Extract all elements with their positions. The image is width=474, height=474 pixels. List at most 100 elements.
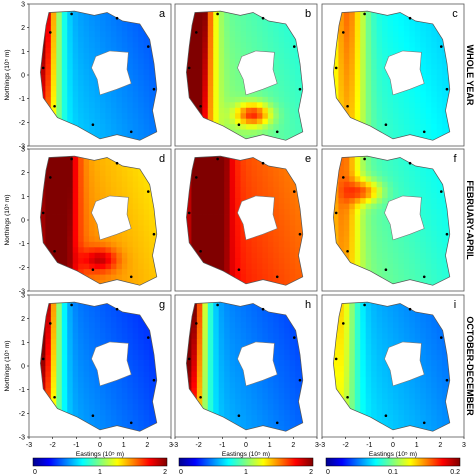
y-tick-label: -3	[19, 144, 25, 151]
station-marker	[53, 104, 56, 108]
lake-hole	[384, 195, 425, 241]
x-tick-label: -2	[50, 442, 56, 449]
y-tick-label: -2	[19, 265, 25, 272]
map-panel-b: b	[174, 3, 318, 147]
station-marker	[363, 12, 366, 16]
country-boundary	[40, 301, 158, 432]
station-marker	[146, 190, 150, 193]
station-marker	[41, 357, 45, 361]
x-tick-label: 1	[415, 442, 419, 449]
station-marker	[261, 16, 265, 20]
map-panel-i: i	[321, 294, 465, 438]
station-marker	[41, 211, 45, 215]
y-axis-label: Northings (10⁵ m)	[4, 194, 11, 245]
x-axis-label: Eastings (10⁵ m)	[76, 451, 124, 458]
x-tick-label: 3	[169, 442, 173, 449]
colorbar: 0 1 2	[32, 457, 168, 474]
lake-hole	[384, 50, 425, 96]
country-boundary	[40, 10, 158, 141]
station-marker	[152, 232, 156, 236]
country-boundary	[333, 155, 451, 286]
station-marker	[292, 336, 296, 339]
station-marker	[70, 157, 73, 161]
station-marker	[115, 161, 119, 165]
station-marker	[292, 45, 296, 48]
map-panel-a: a	[28, 3, 172, 147]
x-tick-label: 0	[244, 442, 248, 449]
lake-hole	[91, 195, 132, 241]
station-marker	[115, 16, 119, 20]
station-marker	[237, 268, 241, 272]
panel-letter: h	[305, 299, 311, 311]
station-marker	[199, 395, 202, 399]
station-marker	[346, 249, 349, 253]
station-marker	[146, 45, 150, 48]
station-marker	[129, 130, 133, 134]
station-marker	[292, 190, 296, 193]
station-marker	[49, 31, 52, 34]
y-tick-label: -2	[19, 120, 25, 127]
y-tick-label: -1	[19, 387, 25, 394]
y-axis-label: Northings (10⁵ m)	[4, 49, 11, 100]
station-marker	[334, 357, 338, 361]
colorbar-tick-label: 2	[309, 469, 313, 474]
y-tick-label: 1	[21, 49, 25, 56]
y-tick-label: -2	[19, 411, 25, 418]
station-marker	[298, 232, 302, 236]
station-marker	[363, 157, 366, 161]
station-marker	[216, 12, 219, 16]
x-tick-label: 2	[438, 442, 442, 449]
colorbar-tick-label: 1	[244, 469, 248, 474]
lake-hole	[237, 50, 278, 96]
country-boundary	[186, 155, 304, 286]
y-tick-label: 2	[21, 25, 25, 32]
x-axis-label: Eastings (10⁵ m)	[222, 451, 270, 458]
station-marker	[129, 421, 133, 425]
panel-letter: c	[452, 8, 458, 20]
station-marker	[298, 87, 302, 91]
station-marker	[216, 157, 219, 161]
station-marker	[439, 336, 443, 339]
colorbar-tick-label: 0	[179, 469, 183, 474]
colorbar-gradient	[32, 457, 168, 467]
x-tick-label: -1	[366, 442, 372, 449]
station-marker	[384, 268, 388, 272]
station-marker	[439, 190, 443, 193]
station-marker	[70, 303, 73, 307]
y-tick-label: 3	[21, 2, 25, 9]
station-marker	[187, 66, 191, 70]
station-marker	[129, 275, 133, 279]
station-marker	[408, 16, 412, 20]
x-tick-label: 3	[315, 442, 319, 449]
station-marker	[187, 211, 191, 215]
x-tick-label: -3	[319, 442, 325, 449]
x-axis-label: Eastings (10⁵ m)	[369, 451, 417, 458]
lake-hole	[237, 341, 278, 387]
station-marker	[49, 322, 52, 325]
station-marker	[422, 275, 426, 279]
station-marker	[70, 12, 73, 16]
colorbar: 0 0.1 0.2	[325, 457, 461, 474]
x-tick-label: -1	[73, 442, 79, 449]
station-marker	[91, 268, 95, 272]
panel-letter: f	[453, 153, 457, 165]
station-marker	[408, 307, 412, 311]
map-panel-c: c	[321, 3, 465, 147]
colorbar-gradient	[178, 457, 314, 467]
station-marker	[342, 322, 345, 325]
colorbar-gradient	[325, 457, 461, 467]
x-tick-label: 3	[462, 442, 466, 449]
station-marker	[422, 421, 426, 425]
station-marker	[342, 31, 345, 34]
station-marker	[445, 232, 449, 236]
map-panel-h: h	[174, 294, 318, 438]
station-marker	[334, 66, 338, 70]
station-marker	[41, 66, 45, 70]
panel-letter: a	[159, 8, 166, 20]
country-boundary	[186, 10, 304, 141]
station-marker	[445, 378, 449, 382]
x-tick-label: 1	[268, 442, 272, 449]
x-tick-label: -1	[219, 442, 225, 449]
x-tick-label: 2	[291, 442, 295, 449]
